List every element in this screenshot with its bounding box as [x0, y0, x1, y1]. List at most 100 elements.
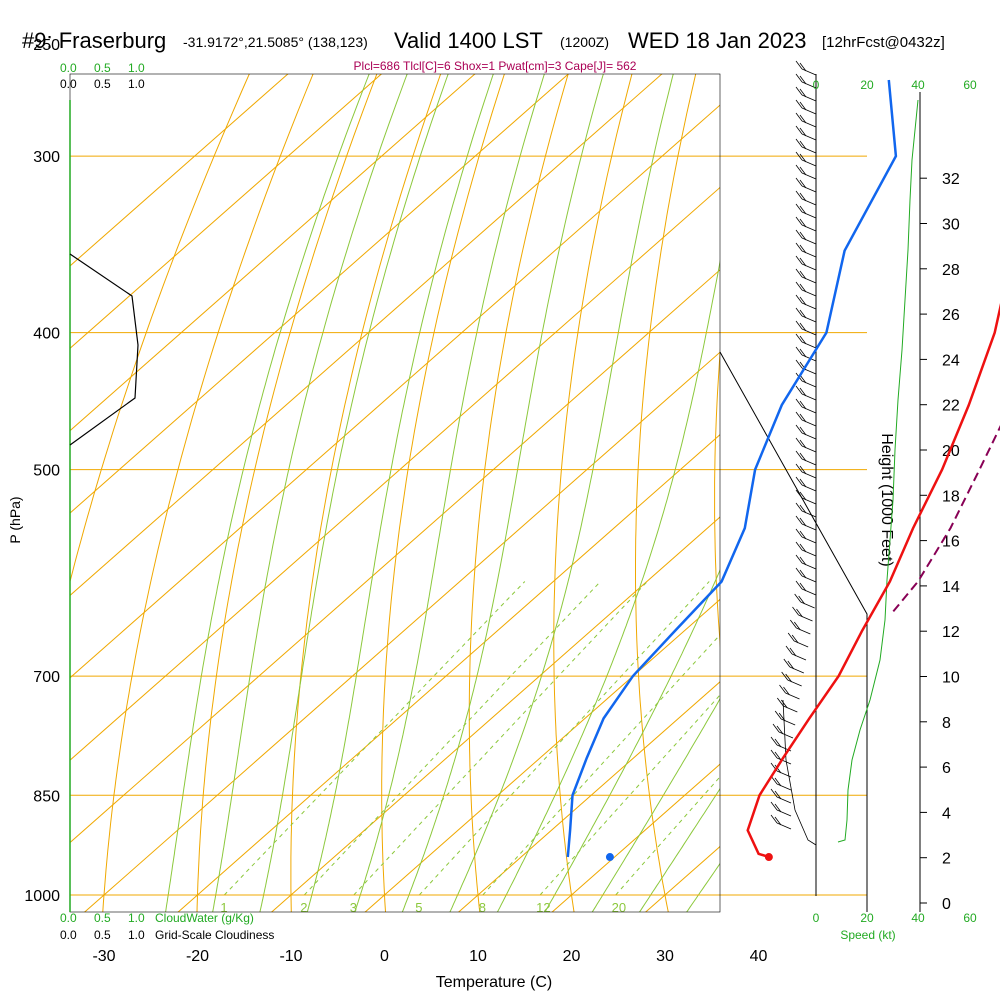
station-coords: -31.9172°,21.5085° (138,123) [183, 34, 368, 50]
wind-barb [776, 809, 792, 817]
wind-barb [801, 341, 817, 349]
height-tick-10: 10 [942, 670, 960, 687]
wind-barb-feather [774, 710, 782, 720]
wind-barb-feather [795, 437, 803, 447]
wind-barb-feather [795, 359, 803, 369]
temperature-tick-10: 10 [469, 948, 487, 965]
mixing-ratio-label-12: 12 [536, 900, 550, 915]
wind-barb-feather [774, 777, 782, 787]
wind-barb-feather [799, 465, 807, 475]
temperature-trace [746, 303, 1000, 859]
wind-barb [801, 523, 817, 531]
wind-barb-feather [795, 463, 803, 473]
isotherm--10 [270, 516, 720, 912]
height-tick-28: 28 [942, 262, 960, 279]
cloud-scale-bottom-0: 0.0 [60, 911, 77, 925]
wind-barb-feather [799, 543, 807, 553]
wind-barb [794, 640, 809, 648]
wind-panel-outline [719, 351, 868, 912]
dry-adiabat-20 [553, 74, 633, 912]
wind-barb-feather [795, 255, 803, 265]
cloudiness-scale-bottom-0: 0.0 [60, 928, 77, 942]
wind-barb [801, 510, 817, 518]
isotherm-10 [457, 681, 720, 912]
wind-barb [801, 549, 817, 557]
wind-barb-feather [799, 153, 807, 163]
speed-tick-bottom-3: 60 [963, 911, 977, 925]
wind-barb-feather [795, 567, 803, 577]
speed-tick-top-1: 20 [860, 78, 874, 92]
wind-barb [783, 705, 798, 713]
mixing-ratio-label-5: 5 [415, 900, 422, 915]
wind-barb [801, 458, 817, 466]
dry-adiabats [70, 74, 720, 912]
moist-adiabat-30 [638, 787, 720, 912]
wind-barb [791, 653, 807, 661]
wind-barb-feather [795, 242, 803, 252]
wind-barb-feather [795, 99, 803, 109]
mixing-ratio-12 [539, 694, 720, 896]
wind-barb-feather [779, 684, 786, 694]
pressure-tick-400: 400 [33, 326, 60, 343]
wind-barb-feather [795, 450, 803, 460]
wind-barb-feather [774, 816, 782, 826]
dry-adiabat--20 [196, 74, 378, 912]
height-tick-14: 14 [942, 579, 960, 596]
isotherm--30 [83, 351, 720, 912]
cloud-scale-bottom: 0.0 0.5 1.0 CloudWater (g/Kg) 0.0 0.5 1.… [60, 911, 274, 942]
height-tick-6: 6 [942, 760, 951, 777]
mixing-ratio-1 [223, 581, 526, 896]
wind-barb-feather [770, 749, 778, 759]
height-tick-8: 8 [942, 715, 951, 732]
dry-adiabat-40 [714, 347, 720, 648]
wind-barb-feather [799, 426, 807, 436]
moist-adiabat--20 [165, 74, 370, 912]
wind-barb-feather [795, 502, 803, 512]
wind-barb-feather [799, 569, 807, 579]
height-tick-16: 16 [942, 534, 960, 551]
wind-barb-feather [799, 270, 807, 280]
height-tick-2: 2 [942, 851, 951, 868]
wind-barb [801, 120, 817, 128]
wind-barb-feather [799, 530, 807, 540]
height-tick-4: 4 [942, 805, 951, 822]
wind-barb-feather [799, 309, 807, 319]
mixing-ratio-8 [482, 634, 720, 896]
wind-barb-feather [799, 75, 807, 85]
wind-barb [801, 328, 817, 336]
wind-barb-feather [795, 73, 803, 83]
cloud-scale-top-1: 0.5 [94, 61, 111, 75]
wind-barb [801, 68, 817, 76]
wind-barb [801, 354, 817, 362]
wind-barb [801, 211, 817, 219]
wind-barb [801, 172, 817, 180]
temperature-tick-20: 20 [563, 948, 581, 965]
forecast-label: [12hrFcst@0432z] [822, 34, 945, 51]
wind-barb-feather [799, 335, 807, 345]
speed-tick-bottom-2: 40 [911, 911, 925, 925]
cloudiness-scale-top-0: 0.0 [60, 77, 77, 91]
wind-barb [801, 380, 817, 388]
wind-barb-feather [799, 322, 807, 332]
speed-tick-top-0: 0 [813, 78, 820, 92]
isobar-lines [70, 155, 867, 896]
dewpoint-trace [566, 79, 898, 858]
plot-frame [69, 73, 721, 913]
wind-barb-feather [787, 660, 795, 670]
wind-barb-feather [795, 112, 803, 122]
cloud-scale-bottom-1: 0.5 [94, 911, 111, 925]
wind-barb-feather [795, 268, 803, 278]
moist-adiabat-35 [686, 862, 720, 912]
height-tick-22: 22 [942, 398, 960, 415]
wind-barb-feather [795, 307, 803, 317]
wind-barb-feather [795, 294, 803, 304]
isotherm-20 [551, 763, 720, 912]
cloudiness-scale-bottom-2: 1.0 [128, 928, 145, 942]
wind-barb-feather [781, 699, 788, 709]
wind-barb-feather [776, 725, 784, 735]
wind-barb [789, 666, 804, 674]
temperature-tick-30: 30 [656, 948, 674, 965]
cloudiness-scale-top-1: 0.5 [94, 77, 111, 91]
wind-barb-feather [799, 88, 807, 98]
